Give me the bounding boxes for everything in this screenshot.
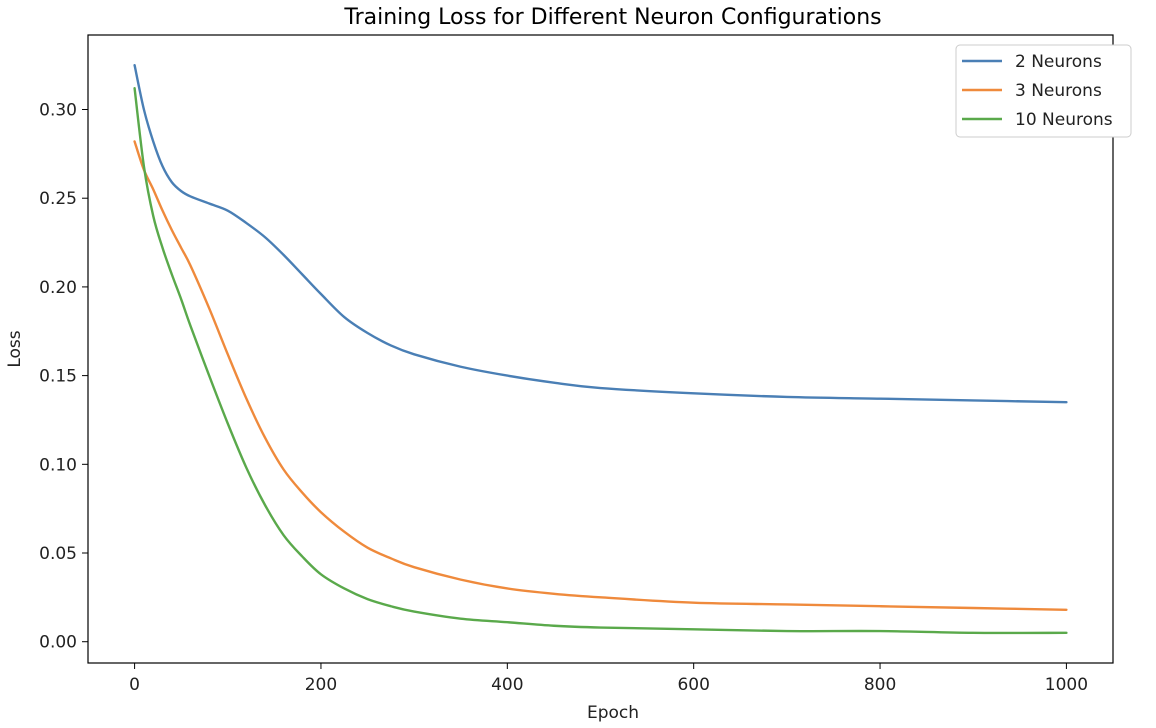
x-tick-label: 1000 [1045, 675, 1088, 695]
legend: 2 Neurons 3 Neurons 10 Neurons [955, 44, 1132, 138]
plot-area [88, 35, 1113, 663]
plot-frame [87, 34, 1114, 664]
legend-label-3-neurons: 3 Neurons [1015, 81, 1102, 101]
x-tick-label: 800 [864, 675, 896, 695]
legend-label-2-neurons: 2 Neurons [1015, 52, 1102, 72]
x-axis-title: Epoch [587, 703, 639, 723]
x-tick-label: 0 [129, 675, 140, 695]
x-tick-label: 600 [677, 675, 709, 695]
series-line-10-neurons [133, 87, 1068, 635]
series-layer [133, 63, 1068, 635]
y-axis-title: Loss [5, 330, 25, 367]
x-tick-label: 400 [491, 675, 523, 695]
chart-title: Training Loss for Different Neuron Confi… [343, 5, 881, 30]
y-tick-label: 0.00 [39, 633, 77, 653]
series-line-3-neurons [133, 140, 1068, 611]
y-tick-label: 0.10 [39, 455, 77, 475]
legend-box [955, 44, 1132, 138]
y-tick-label: 0.20 [39, 278, 77, 298]
legend-label-10-neurons: 10 Neurons [1015, 110, 1113, 130]
x-tick-label: 200 [305, 675, 337, 695]
y-axis: 0.00 0.05 0.10 0.15 0.20 0.25 0.30 [39, 101, 88, 653]
y-tick-label: 0.05 [39, 544, 77, 564]
x-axis: 0 200 400 600 800 1000 [129, 663, 1088, 695]
y-tick-label: 0.25 [39, 189, 77, 209]
series-line-2-neurons [133, 63, 1068, 404]
y-tick-label: 0.15 [39, 367, 77, 387]
y-tick-label: 0.30 [39, 101, 77, 121]
